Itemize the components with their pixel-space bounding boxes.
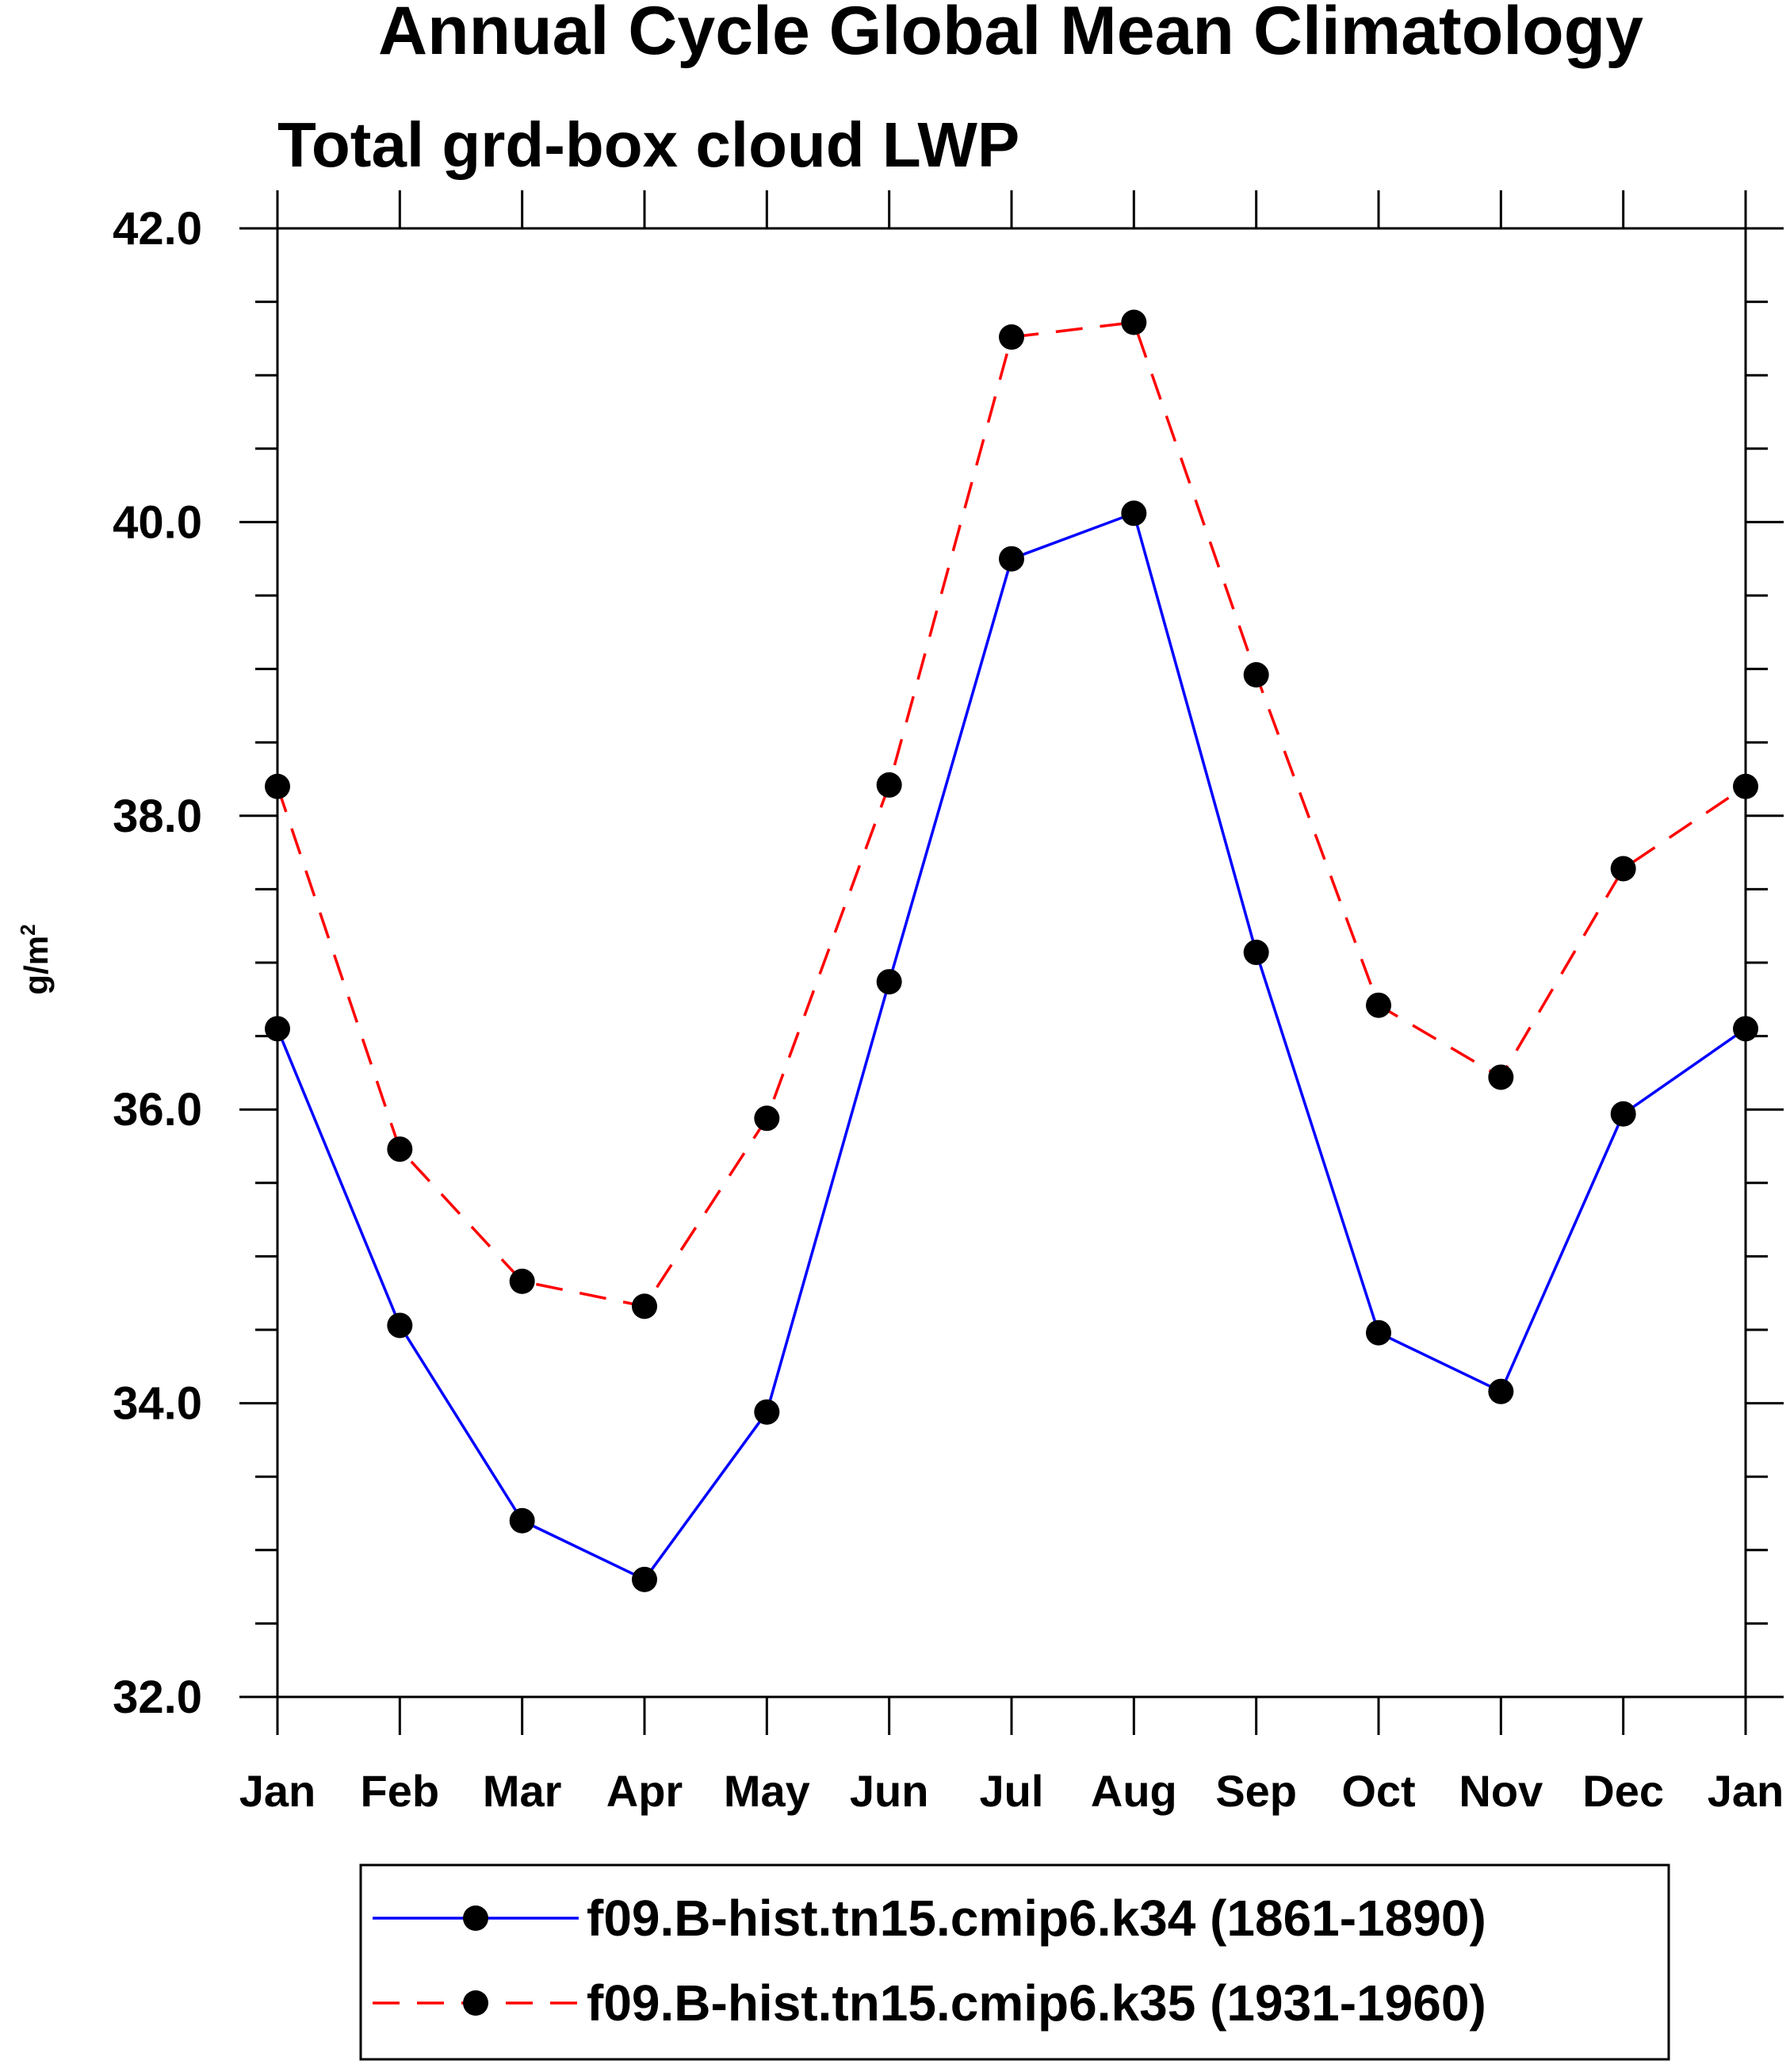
x-tick-label: Jan (1708, 1766, 1784, 1816)
series-line (276, 320, 1746, 1308)
series-line (276, 511, 1746, 1581)
data-point (632, 1566, 657, 1592)
data-point (387, 1136, 413, 1162)
plot-frame (276, 227, 1747, 1699)
data-point (1121, 500, 1147, 527)
data-point (1121, 309, 1147, 335)
x-tick-label: Oct (1341, 1766, 1415, 1816)
data-point (1610, 856, 1636, 882)
legend: f09.B-hist.tn15.cmip6.k34 (1861-1890) f09… (359, 1863, 1670, 2061)
data-point (265, 1016, 290, 1042)
series-layer (265, 309, 1758, 1592)
data-point (754, 1105, 780, 1132)
data-point (876, 969, 902, 995)
data-point (632, 1293, 657, 1319)
y-tick-label: 36.0 (113, 1084, 202, 1136)
x-tick-label: Dec (1582, 1766, 1664, 1816)
x-tick-label: Aug (1091, 1766, 1177, 1816)
axes: 32.0 34.0 36.0 38.0 40.0 42.0 Jan Feb Mar Apr May J… (113, 190, 1784, 1816)
legend-label: f09.B-hist.tn15.cmip6.k34 (1861-1890) (587, 1890, 1486, 1947)
x-tick-label: Apr (606, 1766, 683, 1816)
y-tick-label: 40.0 (113, 496, 202, 548)
x-tick-label: Feb (361, 1766, 440, 1816)
data-point (1488, 1064, 1514, 1090)
data-point (1243, 662, 1269, 688)
data-point (999, 546, 1024, 572)
data-point (1243, 940, 1269, 966)
y-axis-label-superscript: 2 (16, 924, 40, 935)
data-point (509, 1507, 535, 1534)
series-1 (265, 500, 1758, 1592)
data-point (876, 772, 902, 798)
x-tick-label: Jul (980, 1766, 1044, 1816)
legend-marker (463, 1990, 488, 2016)
x-tick-label: Nov (1459, 1766, 1543, 1816)
x-tick-label: Jun (850, 1766, 929, 1816)
chart-subtitle: Total grd-box cloud LWP (277, 109, 1019, 180)
y-tick-label: 42.0 (113, 203, 202, 255)
legend-marker (463, 1905, 488, 1931)
data-point (387, 1312, 413, 1339)
data-point (754, 1399, 780, 1425)
x-tick-label: Mar (483, 1766, 562, 1816)
legend-label: f09.B-hist.tn15.cmip6.k35 (1931-1960) (587, 1974, 1486, 2032)
data-point (1733, 1016, 1758, 1042)
legend-box (359, 1863, 1670, 2061)
series-2 (265, 309, 1758, 1319)
data-point (1733, 773, 1758, 799)
x-tick-label: May (724, 1766, 810, 1816)
y-tick-label: 38.0 (113, 791, 202, 842)
y-tick-label: 32.0 (113, 1672, 202, 1723)
x-tick-label: Jan (239, 1766, 316, 1816)
data-point (509, 1268, 535, 1294)
chart-title: Annual Cycle Global Mean Climatology (378, 0, 1643, 69)
y-axis-label-base: g/m (17, 936, 55, 995)
data-point (999, 324, 1024, 350)
x-tick-label: Sep (1215, 1766, 1297, 1816)
data-point (265, 773, 290, 799)
data-point (1366, 992, 1391, 1018)
data-point (1488, 1378, 1514, 1404)
y-axis-label: g/m2 (16, 924, 55, 994)
y-tick-label: 34.0 (113, 1378, 202, 1430)
data-point (1366, 1319, 1391, 1346)
data-point (1610, 1101, 1636, 1127)
